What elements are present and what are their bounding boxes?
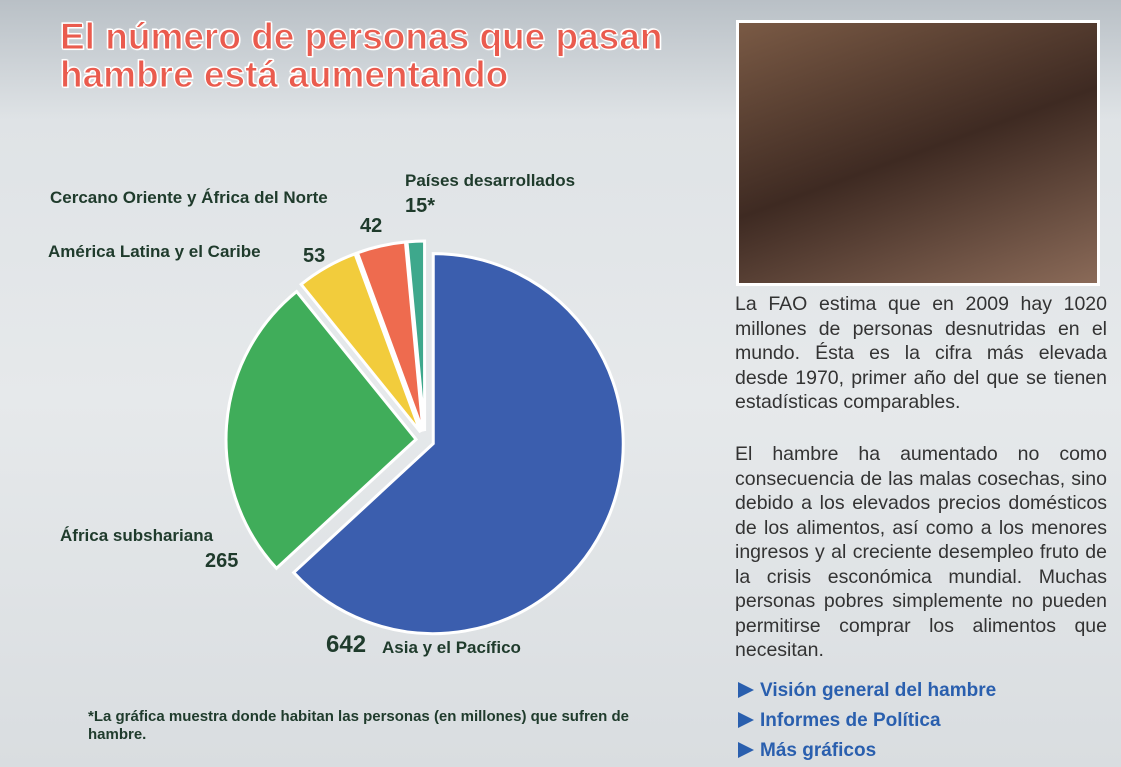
pie-slice xyxy=(405,239,427,432)
value-label: 15* xyxy=(405,195,435,217)
link[interactable]: Más gráficos xyxy=(738,740,876,762)
pie-slice xyxy=(224,289,419,571)
value-label: 265 xyxy=(205,550,238,572)
paragraph: El hambre ha aumentado no como consecuen… xyxy=(735,443,1107,661)
slice-label: África subshariana xyxy=(60,526,214,545)
pie-slice xyxy=(355,240,425,432)
pie-slice xyxy=(299,251,422,434)
paragraph: La FAO estima que en 2009 hay 1020 millo… xyxy=(735,293,1107,413)
link[interactable]: Visión general del hambre xyxy=(738,680,996,702)
chart: Asia y el Pacífico 642 África subshariana 2… xyxy=(48,171,625,658)
photo xyxy=(736,20,1100,286)
footnote: *La gráfica muestra donde habitan las pe… xyxy=(88,708,629,743)
slice-label: Países desarrollados xyxy=(405,171,575,190)
value-label: 53 xyxy=(303,245,325,267)
title: El número de personas que pasan hambre e… xyxy=(60,16,663,95)
pie-slice xyxy=(291,252,625,636)
slice-label: América Latina y el Caribe xyxy=(48,242,261,261)
slice-label: Asia y el Pacífico xyxy=(382,638,521,657)
value-label: 642 xyxy=(326,631,366,658)
link[interactable]: Informes de Política xyxy=(738,710,941,732)
value-label: 42 xyxy=(360,215,382,237)
slice-label: Cercano Oriente y África del Norte xyxy=(50,188,328,207)
